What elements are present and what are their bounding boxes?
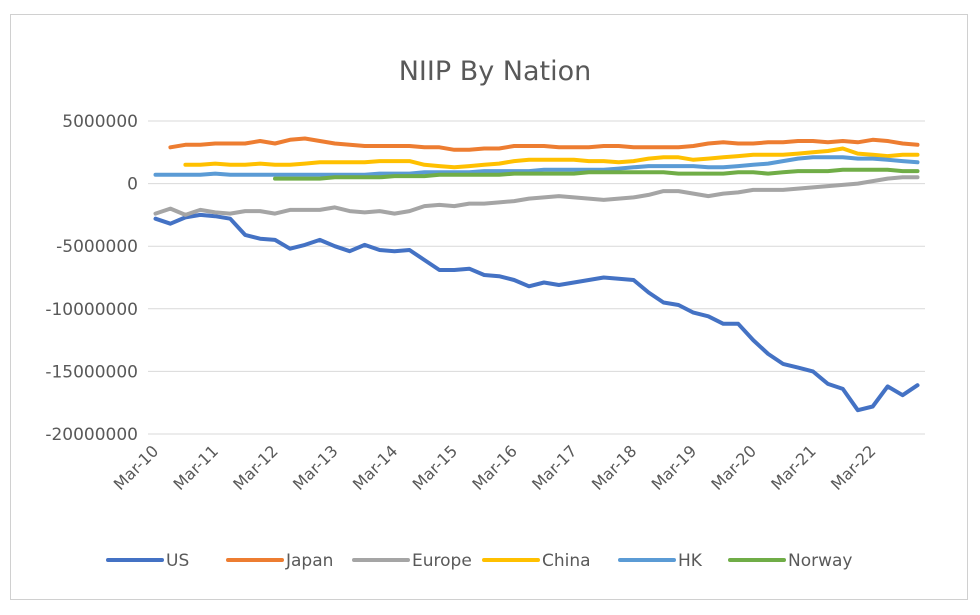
x-tick-label: Mar-12 bbox=[229, 441, 282, 494]
y-tick-label: -5000000 bbox=[56, 237, 138, 257]
legend-label-japan: Japan bbox=[285, 551, 333, 571]
x-tick-label: Mar-11 bbox=[170, 441, 223, 494]
chart-frame bbox=[10, 14, 968, 600]
legend-label-europe: Europe bbox=[412, 551, 472, 571]
legend-label-us: US bbox=[166, 551, 189, 571]
series-line-japan bbox=[168, 136, 920, 152]
x-tick-label: Mar-10 bbox=[110, 441, 163, 494]
y-tick-label: -10000000 bbox=[45, 300, 138, 320]
series-line-hk bbox=[153, 155, 920, 177]
series-line-norway bbox=[273, 167, 920, 181]
x-tick-label: Mar-16 bbox=[468, 441, 521, 494]
legend-label-china: China bbox=[542, 551, 591, 571]
y-tick-label: -15000000 bbox=[45, 362, 138, 382]
y-axis-ticks: 5000000 0 -5000000 -10000000 -15000000 -20000… bbox=[45, 112, 138, 445]
x-tick-label: Mar-20 bbox=[707, 441, 760, 494]
x-tick-label: Mar-19 bbox=[648, 441, 701, 494]
chart-title: NIIP By Nation bbox=[399, 56, 592, 87]
legend-label-hk: HK bbox=[678, 551, 703, 571]
y-tick-label: -20000000 bbox=[45, 425, 138, 445]
y-tick-label: 5000000 bbox=[62, 112, 138, 132]
series-line-us bbox=[153, 212, 920, 413]
x-tick-label: Mar-14 bbox=[349, 441, 402, 494]
x-axis-ticks: Mar-10 Mar-11 Mar-12 Mar-13 Mar-14 Mar-15 Mar-… bbox=[110, 441, 880, 494]
x-tick-label: Mar-17 bbox=[528, 441, 581, 494]
x-tick-label: Mar-13 bbox=[289, 441, 342, 494]
x-tick-label: Mar-22 bbox=[827, 441, 880, 494]
legend: US Japan Europe China HK Norway bbox=[106, 551, 853, 571]
gridlines bbox=[148, 120, 925, 435]
legend-label-norway: Norway bbox=[788, 551, 853, 571]
series-line-china bbox=[183, 146, 920, 170]
x-tick-label: Mar-21 bbox=[767, 441, 820, 494]
y-tick-label: 0 bbox=[127, 175, 138, 195]
series-lines bbox=[153, 136, 920, 413]
x-tick-label: Mar-18 bbox=[588, 441, 641, 494]
x-tick-label: Mar-15 bbox=[409, 441, 462, 494]
series-line-europe bbox=[153, 175, 920, 217]
